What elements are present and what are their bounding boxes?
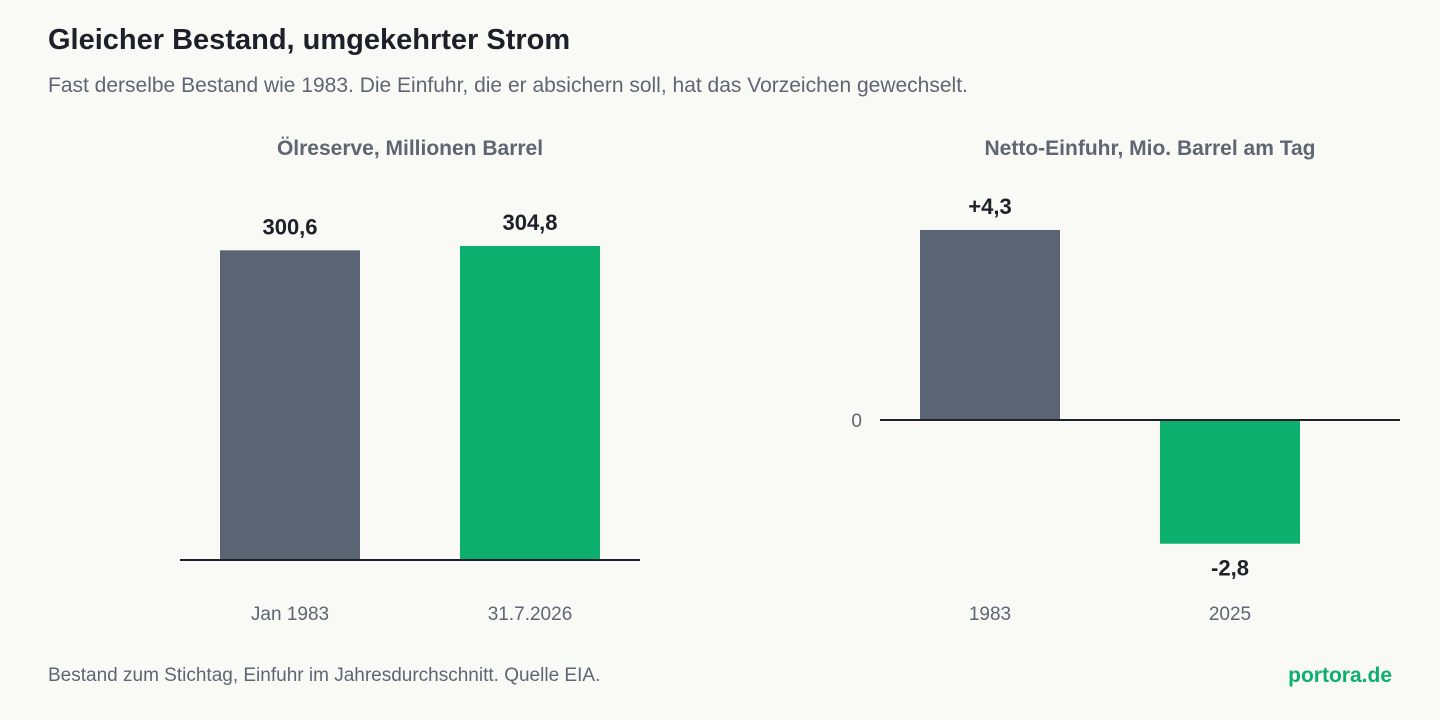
- imports-value-label-1: +4,3: [968, 194, 1011, 219]
- chart-subtitle: Fast derselbe Bestand wie 1983. Die Einf…: [48, 74, 968, 97]
- reserve-bar-2: [460, 246, 600, 560]
- imports-value-label-2: -2,8: [1211, 556, 1249, 581]
- reserve-value-label-2: 304,8: [502, 210, 557, 235]
- imports-zero-tick: 0: [851, 411, 862, 432]
- reserve-category-label-1: Jan 1983: [251, 604, 329, 625]
- imports-bar-1: [920, 230, 1060, 420]
- reserve-category-label-2: 31.7.2026: [488, 604, 573, 625]
- reserve-chart-title: Ölreserve, Millionen Barrel: [277, 137, 543, 160]
- imports-bar-2: [1160, 420, 1300, 544]
- imports-category-label-1: 1983: [969, 604, 1011, 625]
- reserve-bar-1: [220, 250, 360, 560]
- brand-logo-text: portora.de: [1288, 664, 1392, 687]
- source-note: Bestand zum Stichtag, Einfuhr im Jahresd…: [48, 665, 601, 686]
- imports-category-label-2: 2025: [1209, 604, 1251, 625]
- reserve-value-label-1: 300,6: [262, 214, 317, 239]
- imports-chart-title: Netto-Einfuhr, Mio. Barrel am Tag: [985, 137, 1316, 160]
- chart-title: Gleicher Bestand, umgekehrter Strom: [48, 24, 571, 56]
